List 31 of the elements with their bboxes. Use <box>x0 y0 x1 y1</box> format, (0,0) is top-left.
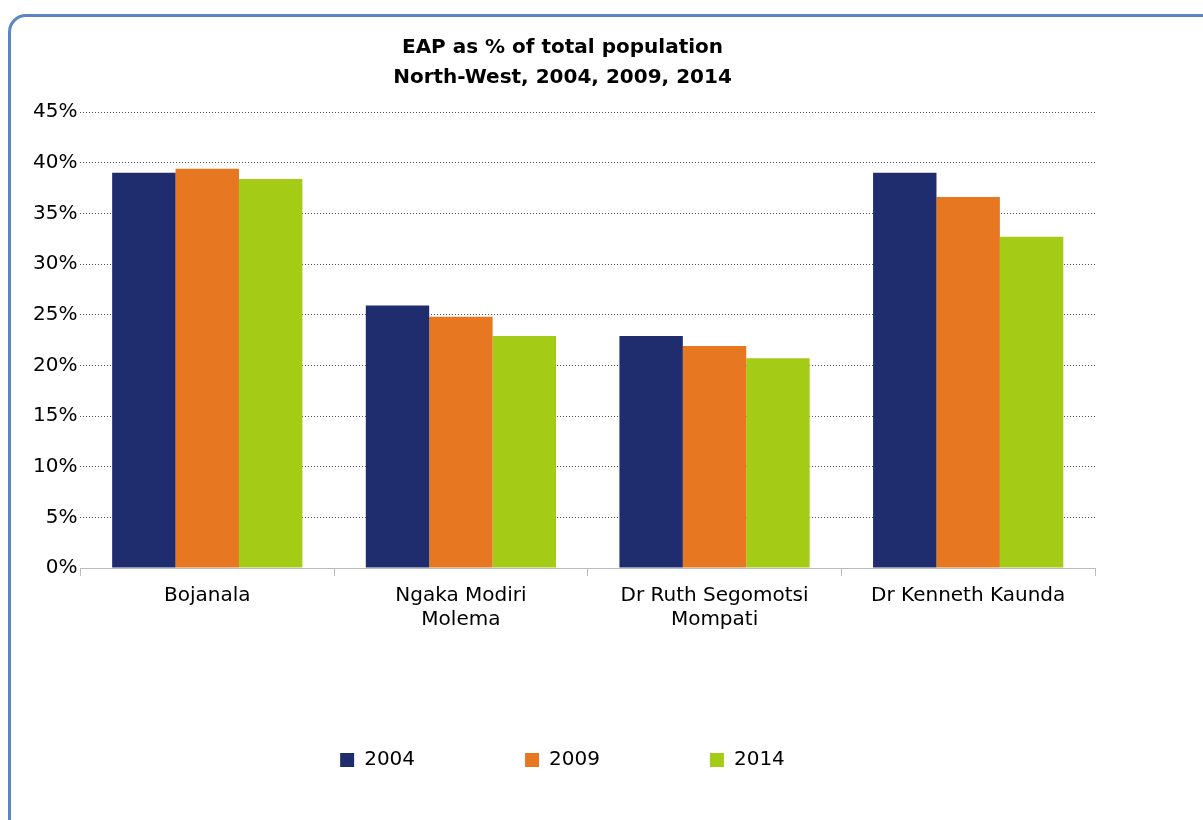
bar <box>492 335 557 568</box>
y-tick-label: 35% <box>33 199 78 224</box>
y-tick-label: 10% <box>33 452 78 477</box>
bar <box>999 236 1064 568</box>
bar <box>429 316 493 568</box>
y-tick-label: 15% <box>33 402 78 427</box>
legend-label: 2014 <box>733 746 785 771</box>
bar <box>746 358 810 568</box>
bar <box>238 178 303 568</box>
y-tick-label: 40% <box>33 148 78 173</box>
bar <box>365 305 430 568</box>
y-tick-label: 45% <box>33 98 78 123</box>
x-tick-label: Dr Kenneth Kaunda <box>871 582 1066 607</box>
chart-subtitle: North-West, 2004, 2009, 2014 <box>393 64 732 89</box>
y-tick-label: 0% <box>45 554 78 579</box>
legend-label: 2004 <box>364 746 416 771</box>
bar <box>175 168 239 568</box>
y-tick-label: 25% <box>33 300 78 325</box>
bar <box>873 172 937 568</box>
bar <box>112 172 176 568</box>
x-tick-label: Ngaka Modiri Molema <box>395 582 527 631</box>
bar <box>682 346 747 568</box>
y-tick-label: 30% <box>33 250 78 275</box>
bar <box>936 197 1000 568</box>
y-tick-label: 5% <box>45 503 78 528</box>
bar <box>619 335 683 568</box>
x-tick-label: Dr Ruth Segomotsi Mompati <box>620 582 809 631</box>
legend-label: 2009 <box>549 746 600 771</box>
x-tick-label: Bojanala <box>164 582 251 607</box>
chart-title: EAP as % of total population <box>401 34 724 59</box>
y-tick-label: 20% <box>33 351 78 376</box>
